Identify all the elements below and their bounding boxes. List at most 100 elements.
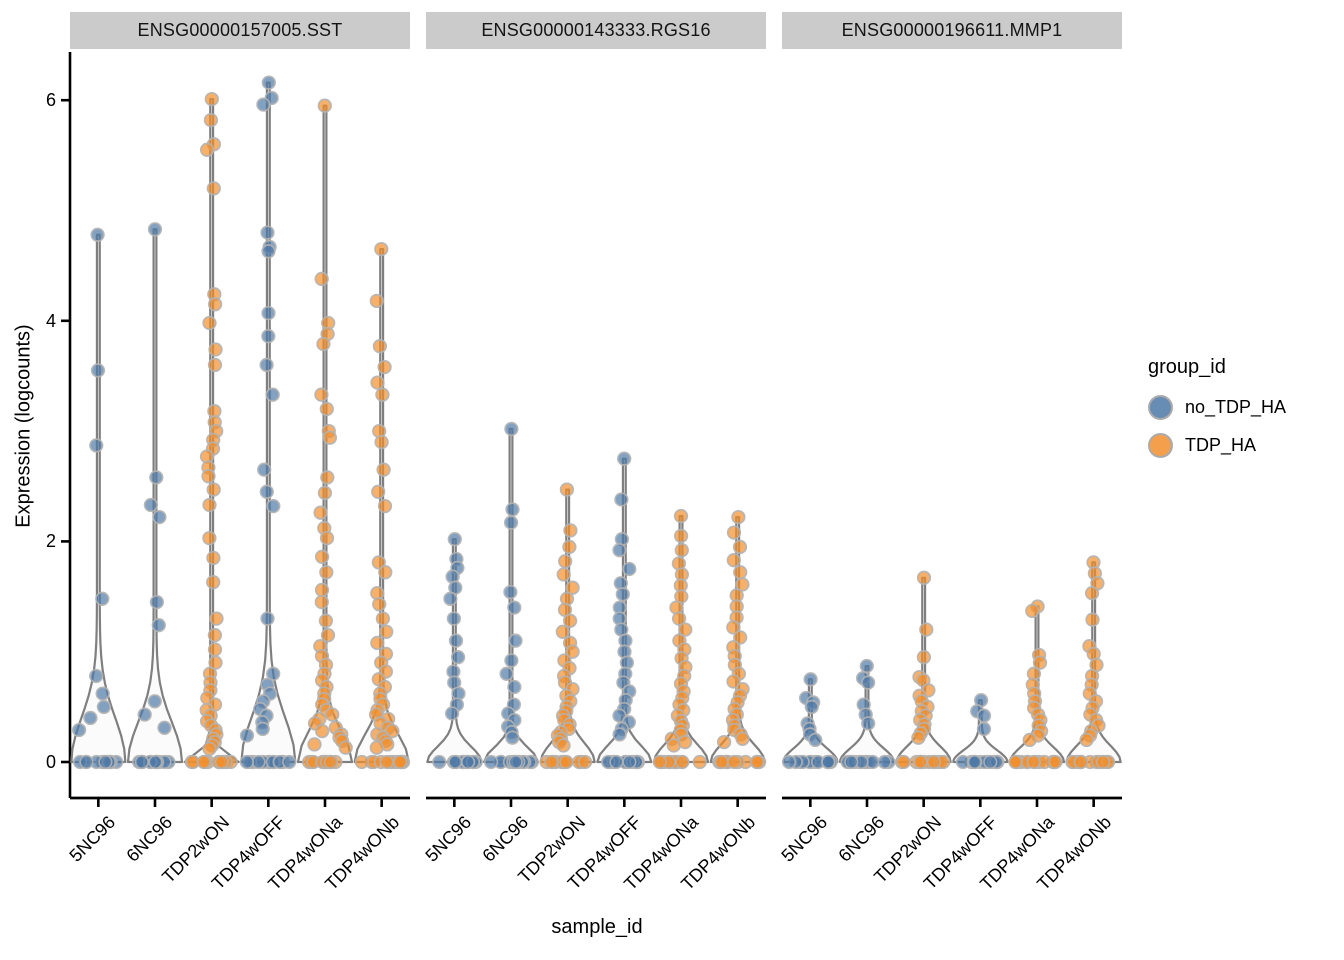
jitter-point <box>207 297 223 312</box>
jitter-point <box>558 554 573 569</box>
jitter-point <box>673 508 689 524</box>
jitter-point <box>89 668 104 684</box>
jitter-point <box>861 716 876 731</box>
jitter-point <box>314 549 330 564</box>
jitter-point-zero <box>622 754 637 770</box>
jitter-point <box>202 530 217 546</box>
jitter-point <box>206 181 221 196</box>
jitter-point <box>207 642 223 657</box>
jitter-point <box>919 622 934 637</box>
jitter-point-zero <box>544 754 559 770</box>
jitter-point <box>732 539 748 555</box>
jitter-point <box>374 434 389 450</box>
jitter-point <box>370 375 385 390</box>
facet-strip-sst: ENSG00000157005.SST <box>70 12 410 49</box>
jitter-point <box>726 674 741 689</box>
facet-strip-label: ENSG00000157005.SST <box>137 20 343 40</box>
jitter-point <box>89 438 104 453</box>
jitter-point <box>859 658 874 674</box>
jitter-point <box>612 543 627 558</box>
jitter-point <box>322 430 338 445</box>
jitter-point <box>1084 586 1100 601</box>
jitter-point <box>1079 732 1094 748</box>
jitter-point <box>1022 732 1037 748</box>
jitter-point <box>204 91 219 107</box>
jitter-point <box>374 241 389 257</box>
legend-entry-no-tdp-ha: no_TDP_HA <box>1148 395 1286 420</box>
violins-layer <box>70 81 1122 764</box>
jitter-point <box>377 498 393 514</box>
jitter-point <box>911 730 926 745</box>
jitter-point <box>622 561 637 577</box>
jitter-point-zero <box>79 754 94 770</box>
jitter-point <box>314 594 329 610</box>
jitter-point-zero <box>692 754 707 770</box>
jitter-point <box>203 112 219 128</box>
jitter-point <box>314 582 330 598</box>
jitter-point <box>860 675 876 690</box>
x-axis-title: sample_id <box>551 916 643 938</box>
jitter-point-zero <box>460 754 476 770</box>
jitter-point <box>372 597 387 612</box>
jitter-point <box>265 387 280 402</box>
jitter-point <box>319 565 334 580</box>
jitter-point <box>562 613 578 628</box>
jitter-point <box>261 244 276 259</box>
jitter-point-zero <box>323 754 339 770</box>
jitter-point-zero <box>714 754 729 770</box>
jitter-point-zero <box>1073 754 1089 770</box>
legend-title: group_id <box>1148 356 1226 378</box>
jitter-point <box>726 525 742 540</box>
jitter-point <box>678 622 693 637</box>
jitter-point <box>318 613 334 628</box>
jitter-point-zero <box>1048 754 1063 770</box>
jitter-point-zero <box>251 754 266 770</box>
jitter-point <box>90 227 105 242</box>
jitter-point-zero <box>559 754 574 770</box>
y-axis-title: Expression (logcounts) <box>12 324 35 528</box>
jitter-point <box>1025 603 1040 619</box>
facet-strip-rgs16: ENSG00000143333.RGS16 <box>426 12 766 49</box>
legend-swatch-no-tdp-ha-icon <box>1148 395 1173 420</box>
jitter-point <box>443 591 458 606</box>
jitter-point <box>735 577 750 592</box>
jitter-point-zero <box>508 754 523 770</box>
jitter-point <box>559 482 575 497</box>
jitter-point <box>316 336 331 352</box>
jitter-point <box>507 600 522 615</box>
jitter-point <box>565 644 580 659</box>
jitter-point-zero <box>393 754 408 770</box>
jitter-point <box>96 699 112 715</box>
jitter-point-zero <box>432 754 447 770</box>
jitter-point <box>916 570 932 585</box>
y-tick-label-0: 0 <box>45 752 56 772</box>
jitter-point <box>556 738 571 753</box>
jitter-point <box>371 484 386 499</box>
jitter-point <box>444 706 460 721</box>
jitter-point <box>260 611 275 626</box>
jitter-point-zero <box>675 754 690 770</box>
jitter-point-zero <box>877 754 892 770</box>
jitter-point-zero <box>750 754 765 770</box>
jitter-point <box>257 462 272 477</box>
jitter-point <box>209 611 224 626</box>
jitter-point <box>371 555 386 570</box>
jitter-point <box>201 469 216 484</box>
jitter-point <box>319 401 334 417</box>
violin <box>70 233 127 764</box>
jitter-point <box>733 565 748 580</box>
jitter-point <box>1032 655 1048 670</box>
jitter-point <box>976 708 992 723</box>
jitter-point-zero <box>148 754 163 770</box>
jitter-point <box>503 515 519 530</box>
jitter-point <box>379 624 394 639</box>
jitter-point <box>504 421 519 437</box>
jitter-point <box>716 734 732 750</box>
jitter-point <box>674 543 689 558</box>
jitter-point <box>208 342 223 357</box>
jitter-point <box>207 628 223 643</box>
jitter-point-zero <box>379 754 394 770</box>
jitter-point-zero <box>609 754 624 770</box>
jitter-point-zero <box>926 754 942 770</box>
